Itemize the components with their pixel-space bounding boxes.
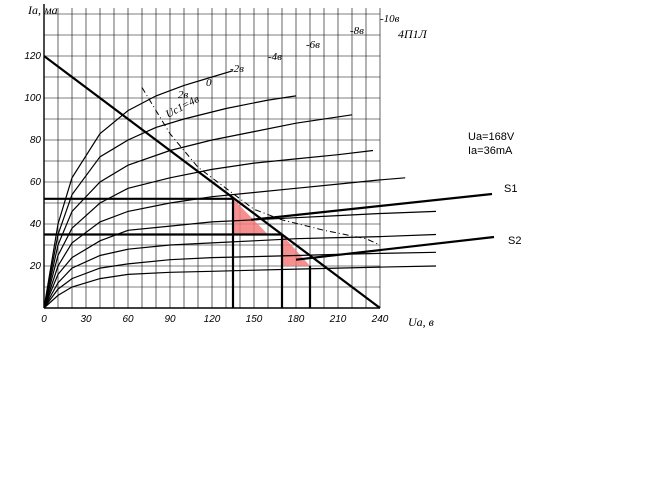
s2-pointer-line [295, 235, 495, 261]
max-dissipation-curve [141, 87, 381, 246]
x-tick-label: 210 [329, 314, 347, 325]
marker-s1: S1 [504, 183, 517, 195]
curve-label-7: -10в [380, 13, 400, 25]
curve-label-3: -2в [230, 63, 244, 75]
y-axis-label: Ia, ма [27, 3, 58, 17]
y-tick-label: 120 [24, 51, 41, 62]
curve-label-2: 0 [206, 77, 212, 89]
curve-label-6: -8в [350, 25, 364, 37]
y-tick-label: 100 [24, 93, 41, 104]
x-tick-label: 0 [41, 314, 47, 325]
curve-label-5: -6в [306, 39, 320, 51]
marker-s2: S2 [508, 235, 521, 247]
plate-curve-0 [43, 70, 234, 309]
chart-title: 4П1Л [398, 27, 428, 41]
x-tick-label: 30 [80, 314, 92, 325]
y-tick-label: 80 [30, 135, 42, 146]
operating-point-voltage: Ua=168V [468, 131, 515, 143]
x-tick-label: 60 [122, 314, 134, 325]
plate-curve-5 [43, 210, 437, 309]
x-tick-label: 150 [246, 314, 263, 325]
x-tick-label: 240 [371, 314, 389, 325]
curve-label-4: -4в [268, 51, 282, 63]
x-tick-label: 90 [164, 314, 176, 325]
y-tick-label: 40 [30, 219, 42, 230]
analysis-lines [43, 55, 495, 309]
operating-point-current: Ia=36mA [468, 145, 513, 157]
plate-curve-2 [43, 114, 353, 309]
x-tick-label: 120 [204, 314, 221, 325]
plate-curve-8 [43, 265, 437, 309]
x-tick-label: 180 [288, 314, 305, 325]
highlight-triangle-1 [233, 198, 268, 235]
y-tick-label: 20 [29, 261, 42, 272]
curve-label-1: 2в [178, 89, 189, 101]
plate-curve-1 [43, 95, 297, 309]
load-line [43, 55, 381, 309]
y-tick-label: 60 [30, 177, 42, 188]
tick-labels: 0 30 60 90 120 150 180 210 240 20 40 60 80 100 120 [24, 51, 388, 325]
plate-curve-3 [43, 149, 374, 309]
x-axis-label: Ua, в [408, 315, 434, 329]
plate-curve-6 [43, 233, 437, 309]
axes [43, 4, 380, 309]
s1-pointer-line [251, 192, 493, 221]
